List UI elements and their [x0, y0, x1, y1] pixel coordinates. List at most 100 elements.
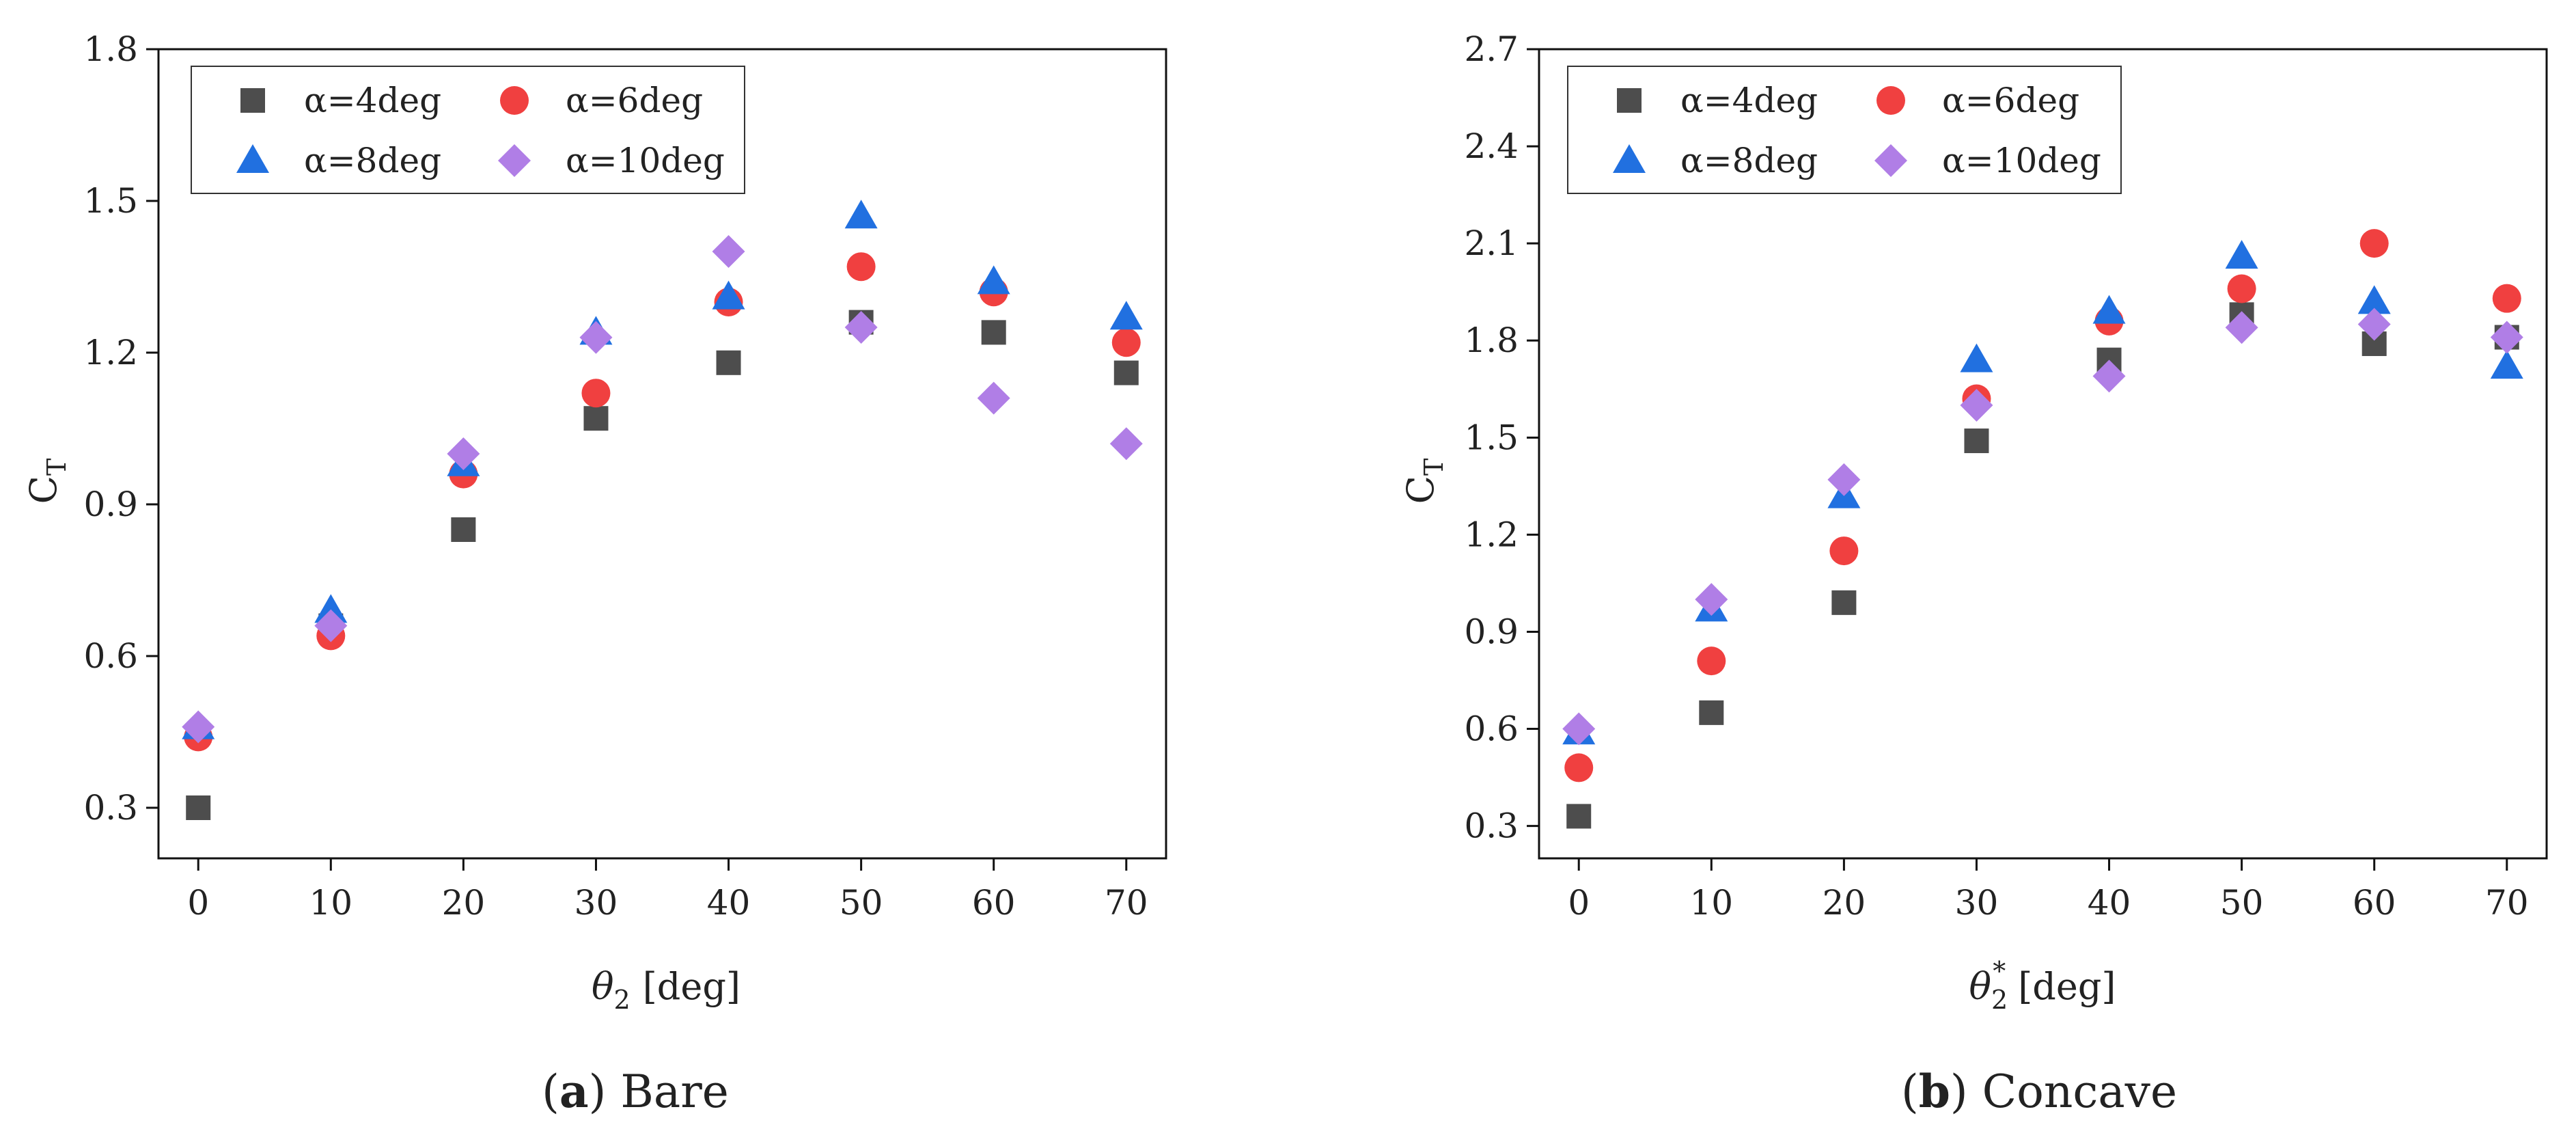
legend-label: α=4deg: [1680, 81, 1818, 120]
legend-marker-square: [1617, 88, 1642, 113]
chart-caption: (b) Concave: [1901, 1065, 2177, 1118]
legend-marker-triangle: [236, 144, 269, 173]
y-tick-label: 0.3: [1464, 806, 1519, 846]
data-point-diamond: [1562, 712, 1596, 746]
data-point-diamond: [1695, 583, 1728, 616]
data-point-diamond: [2490, 321, 2523, 354]
x-tick-label: 20: [1823, 883, 1866, 923]
y-tick-label: 1.2: [83, 333, 138, 372]
data-point-square: [1566, 804, 1592, 829]
data-point-diamond: [1960, 388, 1993, 422]
y-tick-label: 2.1: [1464, 223, 1519, 263]
data-point-triangle: [2225, 240, 2258, 269]
data-point-circle: [846, 252, 876, 282]
x-tick-label: 50: [840, 883, 883, 923]
legend: α=4deg α=6deg α=8deg α=10deg: [1567, 66, 2122, 194]
legend-label: α=6deg: [1942, 81, 2079, 120]
data-point-diamond: [2092, 359, 2126, 393]
y-tick-label: 1.5: [83, 181, 138, 221]
plot-frame: [1538, 48, 2548, 860]
caption-paren-open: (: [542, 1065, 559, 1118]
caption-letter: b: [1919, 1065, 1950, 1118]
x-tick-label: 0: [187, 883, 209, 923]
data-point-triangle: [2092, 295, 2126, 324]
x-tick-label: 60: [2353, 883, 2396, 923]
data-point-triangle: [844, 200, 878, 229]
data-point-diamond: [182, 710, 215, 744]
legend-marker-diamond: [498, 144, 531, 177]
legend-label: α=6deg: [566, 81, 703, 120]
x-tick-label: 60: [972, 883, 1016, 923]
data-point-diamond: [1109, 427, 1143, 461]
series-diamond: [182, 235, 1143, 744]
data-point-square: [1964, 428, 1989, 454]
data-point-circle: [1564, 753, 1594, 782]
x-axis-title-symbol: θ: [1969, 965, 1992, 1008]
chart-b-concave: 0 10 20 30 40 50 60 70 0.3 0.6 0.9 1.2 1.5 1.8 2.1 2.4 2…: [1399, 29, 2548, 1118]
y-tick-label: 2.7: [1464, 29, 1519, 69]
legend-label: α=4deg: [304, 81, 441, 120]
x-tick-label: 50: [2220, 883, 2264, 923]
caption-paren-open: (: [1901, 1065, 1919, 1118]
y-axis-title-sub: T: [1419, 459, 1449, 476]
data-point-triangle: [2357, 285, 2391, 314]
y-tick-label: 2.4: [1464, 126, 1519, 166]
caption-paren-close: ): [589, 1065, 621, 1118]
y-tick-label: 1.8: [83, 29, 138, 69]
x-tick-label: 40: [707, 883, 751, 923]
data-point-diamond: [977, 381, 1010, 415]
data-point-diamond: [844, 311, 878, 344]
data-point-triangle: [712, 280, 745, 310]
series-triangle: [182, 200, 1143, 739]
data-point-circle: [2227, 274, 2256, 303]
y-axis-title-sub: T: [42, 459, 72, 476]
series-square: [186, 310, 1139, 820]
legend-box: [191, 66, 745, 194]
y-axis-title: CT: [1399, 459, 1449, 504]
y-axis-title-main: C: [22, 476, 65, 504]
series-square: [1566, 302, 2519, 829]
caption-text: Concave: [1982, 1065, 2177, 1118]
data-point-square: [1113, 360, 1139, 385]
data-point-square: [716, 350, 741, 375]
x-axis-title-sup: *: [1993, 956, 2006, 986]
caption-paren-close: ): [1950, 1065, 1982, 1118]
data-point-diamond: [2357, 308, 2391, 341]
data-point-circle: [2359, 229, 2389, 258]
x-tick-label: 0: [1568, 883, 1590, 923]
data-point-diamond: [447, 437, 480, 470]
y-tick-label: 1.2: [1464, 515, 1519, 554]
x-tick-label: 70: [1105, 883, 1148, 923]
y-tick-label: 0.9: [1464, 612, 1519, 651]
data-point-square: [451, 517, 476, 542]
x-tick-label: 20: [442, 883, 486, 923]
data-point-triangle: [2490, 350, 2523, 379]
x-axis-title-unit: [deg]: [643, 965, 740, 1008]
legend-marker-square: [240, 88, 265, 113]
data-point-circle: [1829, 536, 1859, 566]
data-point-diamond: [712, 235, 745, 268]
x-tick-label: 30: [1955, 883, 1999, 923]
x-tick-label: 30: [574, 883, 618, 923]
y-axis-title-main: C: [1399, 476, 1442, 504]
series-diamond: [1562, 308, 2523, 746]
x-tick-label: 10: [1689, 883, 1733, 923]
data-point-triangle: [977, 265, 1010, 295]
y-tick-label: 0.3: [83, 788, 138, 828]
data-point-circle: [2492, 284, 2521, 313]
data-point-diamond: [579, 321, 613, 354]
caption-letter: a: [559, 1065, 589, 1118]
chart-caption: (a) Bare: [542, 1065, 729, 1118]
x-axis-title-symbol: θ: [592, 965, 614, 1008]
y-tick-label: 1.8: [1464, 321, 1519, 360]
data-point-circle: [1111, 328, 1141, 357]
data-point-square: [1699, 700, 1724, 725]
legend-marker-circle: [1876, 86, 1905, 115]
x-axis-title-sub: 2: [614, 985, 631, 1015]
legend-label: α=10deg: [566, 141, 725, 180]
series-circle: [1564, 229, 2521, 782]
x-axis-title-unit: [deg]: [2018, 965, 2116, 1008]
data-point-circle: [1697, 646, 1726, 676]
legend-marker-circle: [500, 86, 529, 115]
